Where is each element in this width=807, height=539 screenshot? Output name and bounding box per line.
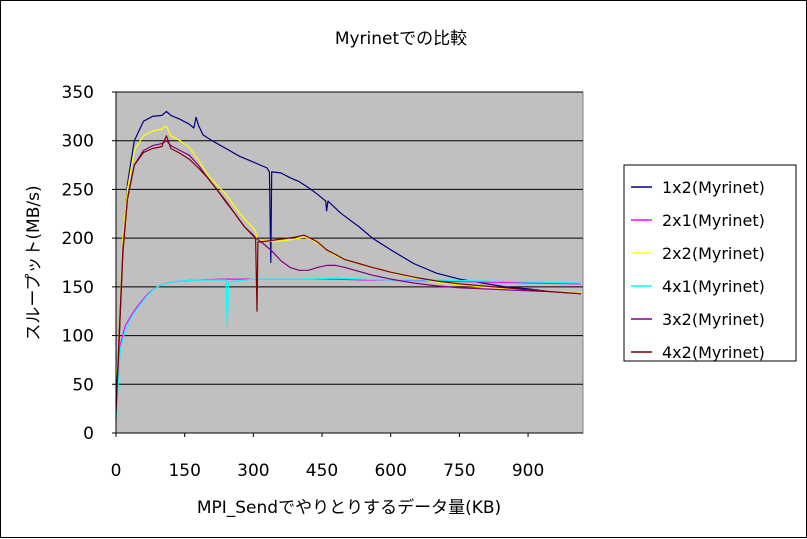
series-line-1 bbox=[115, 110, 581, 419]
y-tick-label: 100 bbox=[62, 327, 94, 347]
series-line-2 bbox=[115, 278, 581, 414]
legend-label-2: 2x1(Myrinet) bbox=[662, 211, 765, 230]
series-line-6 bbox=[115, 135, 581, 414]
legend: 1x2(Myrinet) 2x1(Myrinet) 2x2(Myrinet) 4x1(… bbox=[623, 164, 797, 362]
x-tick-label: 450 bbox=[306, 461, 338, 481]
legend-label-1: 1x2(Myrinet) bbox=[662, 178, 765, 197]
y-tick-label: 200 bbox=[62, 229, 94, 249]
plot-area bbox=[115, 91, 584, 434]
x-tick-label: 0 bbox=[111, 461, 122, 481]
y-tick-label: 350 bbox=[62, 83, 94, 103]
x-tick-label: 900 bbox=[512, 461, 544, 481]
axes bbox=[115, 92, 583, 434]
x-tick-label: 750 bbox=[443, 461, 475, 481]
gridlines bbox=[116, 91, 583, 385]
series-line-5 bbox=[115, 140, 581, 409]
x-tick-label: 300 bbox=[237, 461, 269, 481]
y-axis-title: スループット(MB/s) bbox=[24, 185, 44, 340]
series-lines bbox=[115, 110, 581, 419]
x-tick-label: 150 bbox=[168, 461, 200, 481]
y-tick-label: 250 bbox=[62, 180, 94, 200]
y-tick-label: 0 bbox=[83, 424, 94, 444]
legend-box bbox=[623, 164, 797, 362]
y-tick-label: 150 bbox=[62, 278, 94, 298]
legend-label-4: 4x1(Myrinet) bbox=[662, 277, 765, 296]
legend-label-6: 4x2(Myrinet) bbox=[662, 343, 765, 362]
x-axis-ticks: 0 150 300 450 600 750 900 bbox=[111, 433, 544, 481]
y-tick-label: 50 bbox=[72, 375, 94, 395]
x-axis-title: MPI_Sendでやりとりするデータ量(KB) bbox=[197, 497, 501, 518]
y-axis-ticks: 0 50 100 150 200 250 300 350 bbox=[62, 83, 116, 444]
x-tick-label: 600 bbox=[374, 461, 406, 481]
legend-label-3: 2x2(Myrinet) bbox=[662, 244, 765, 263]
legend-label-5: 3x2(Myrinet) bbox=[662, 310, 765, 329]
y-tick-label: 300 bbox=[62, 132, 94, 152]
chart-title: Myrinetでの比較 bbox=[335, 29, 467, 49]
